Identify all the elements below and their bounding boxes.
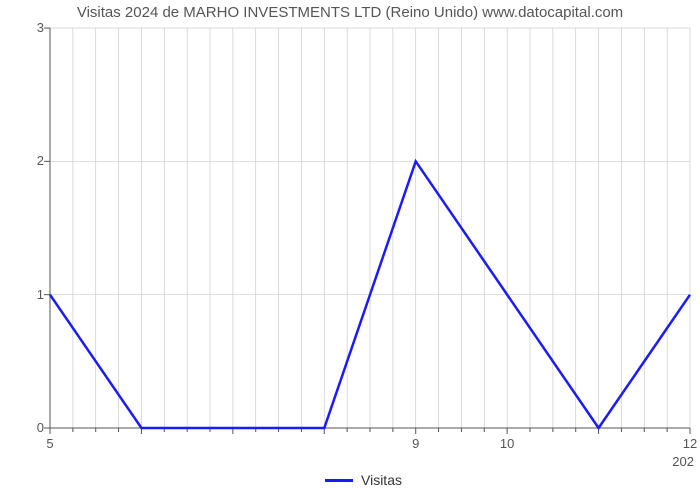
y-tick-label: 0 [14, 420, 44, 435]
legend-swatch [325, 479, 353, 482]
legend-label: Visitas [361, 472, 402, 488]
x-tick-label: 9 [396, 436, 436, 451]
chart-title: Visitas 2024 de MARHO INVESTMENTS LTD (R… [0, 4, 700, 21]
y-tick-label: 3 [14, 20, 44, 35]
x-tick-label: 5 [30, 436, 70, 451]
bottom-right-label: 202 [672, 454, 694, 469]
chart-plot [50, 28, 690, 428]
x-tick-label: 12 [670, 436, 700, 451]
y-tick-label: 1 [14, 287, 44, 302]
y-tick-label: 2 [14, 153, 44, 168]
x-tick-label: 10 [487, 436, 527, 451]
legend: Visitas [325, 472, 402, 488]
